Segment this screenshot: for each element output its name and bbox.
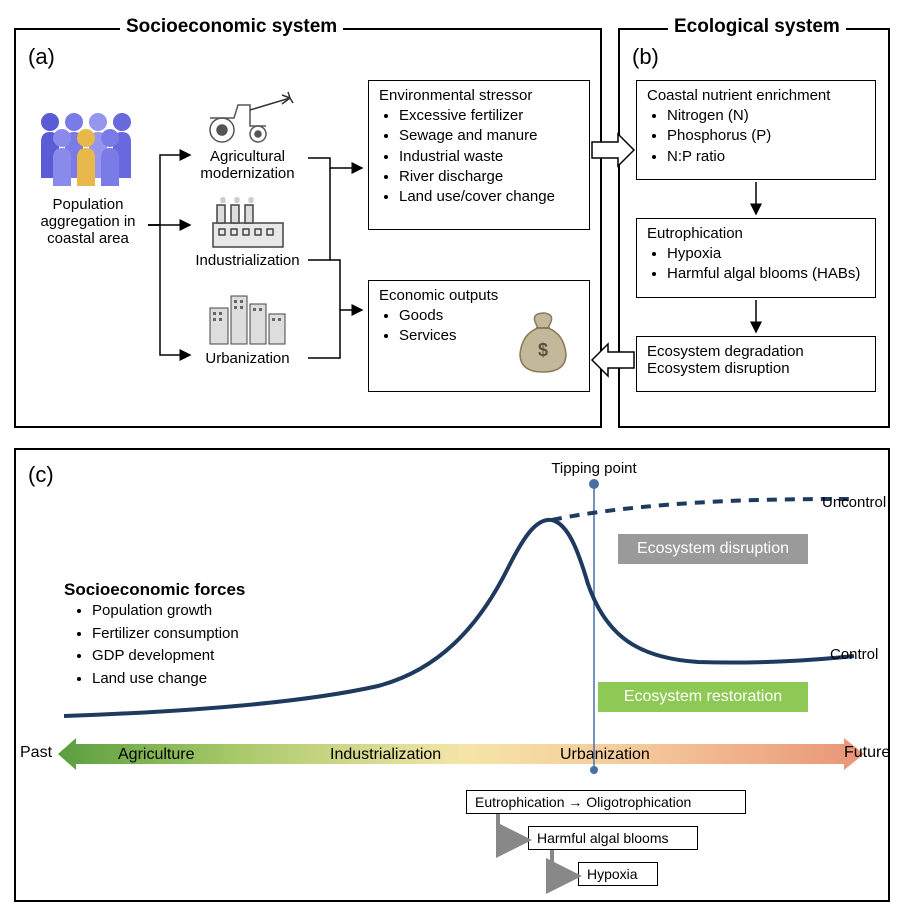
econ-title: Economic outputs [379,287,579,304]
env-item-2: Industrial waste [399,147,579,167]
nutrient-2: N:P ratio [667,147,865,167]
eutro-title: Eutrophication [647,225,865,242]
tractor-icon [200,90,295,145]
urban-label: Urbanization [190,350,305,367]
uncontrol-label: Uncontrol [822,494,886,511]
env-item-0: Excessive fertilizer [399,106,579,126]
phase-urban: Urbanization [560,746,650,764]
nutrient-title: Coastal nutrient enrichment [647,87,865,104]
nutrient-box: Coastal nutrient enrichment Nitrogen (N)… [636,80,876,180]
socioeconomic-title: Socioeconomic system [120,16,343,38]
eutro-box: Eutrophication Hypoxia Harmful algal blo… [636,218,876,298]
degradation-line1: Ecosystem degradation [647,343,865,360]
nutrient-0: Nitrogen (N) [667,106,865,126]
env-stressor-list: Excessive fertilizer Sewage and manure I… [379,106,579,207]
env-item-4: Land use/cover change [399,187,579,207]
city-icon [205,288,290,348]
degradation-line2: Ecosystem disruption [647,360,865,377]
factory-icon [205,195,290,250]
future-label: Future [844,744,890,762]
tipping-label: Tipping point [544,460,644,477]
env-stressor-box: Environmental stressor Excessive fertili… [368,80,590,230]
nutrient-list: Nitrogen (N) Phosphorus (P) N:P ratio [647,106,865,167]
indus-label: Industrialization [190,252,305,269]
ecological-title: Ecological system [668,16,846,38]
eutro-list: Hypoxia Harmful algal blooms (HABs) [647,244,865,285]
env-item-3: River discharge [399,167,579,187]
habs-box: Harmful algal blooms [528,826,698,850]
panel-label-b: (b) [632,44,659,70]
population-label-text: Population aggregation in coastal area [40,196,135,247]
env-stressor-title: Environmental stressor [379,87,579,104]
hypoxia-box: Hypoxia [578,862,658,886]
panel-label-c: (c) [28,462,54,488]
badge-restoration: Ecosystem restoration [598,682,808,712]
nutrient-1: Phosphorus (P) [667,126,865,146]
panel-label-a: (a) [28,44,55,70]
control-label: Control [830,646,878,663]
eutro-oligo-box: Eutrophication → Oligotrophication [466,790,746,814]
phase-agri: Agriculture [118,746,194,764]
eutro-0: Hypoxia [667,244,865,264]
population-label: Population aggregation in coastal area [28,196,148,247]
degradation-box: Ecosystem degradation Ecosystem disrupti… [636,336,876,392]
env-item-1: Sewage and manure [399,126,579,146]
phase-indus: Industrialization [330,746,441,764]
svg-text:$: $ [538,340,548,360]
badge-disruption: Ecosystem disruption [618,534,808,564]
agri-label: Agricultural modernization [190,148,305,182]
past-label: Past [20,744,52,762]
eutro-1: Harmful algal blooms (HABs) [667,264,865,284]
money-bag-icon: $ [508,310,578,380]
people-icon [30,108,140,188]
